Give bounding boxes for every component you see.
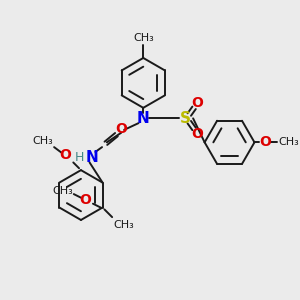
Text: CH₃: CH₃ [133,33,154,43]
Text: N: N [85,150,98,165]
Text: CH₃: CH₃ [32,136,53,146]
Text: O: O [115,122,127,136]
Text: CH₃: CH₃ [53,186,74,196]
Text: CH₃: CH₃ [113,220,134,230]
Text: O: O [191,96,203,110]
Text: CH₃: CH₃ [279,137,299,147]
Text: O: O [79,193,91,207]
Text: N: N [137,111,150,126]
Text: S: S [180,111,191,126]
Text: O: O [60,148,72,162]
Text: H: H [74,151,84,164]
Text: O: O [259,135,271,149]
Text: O: O [191,127,203,141]
